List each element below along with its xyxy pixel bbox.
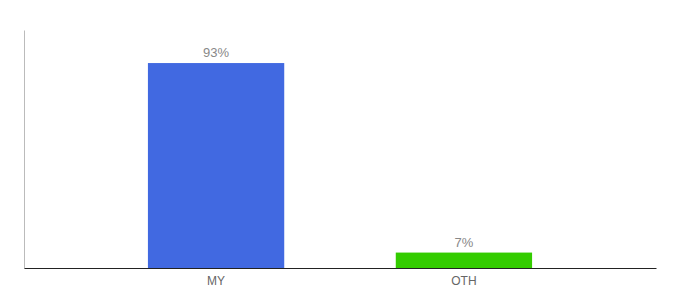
data-label: 7% bbox=[455, 235, 474, 250]
chart: MY OTH 93% 7% bbox=[0, 0, 680, 300]
bars bbox=[148, 63, 532, 268]
x-tick-label: MY bbox=[207, 274, 225, 288]
data-label: 93% bbox=[203, 45, 229, 60]
y-axis bbox=[24, 31, 25, 269]
plot: MY OTH 93% 7% bbox=[25, 31, 657, 288]
y-axis-line bbox=[24, 31, 25, 269]
x-axis-line bbox=[25, 268, 657, 269]
bar bbox=[148, 63, 284, 268]
x-tick-label: OTH bbox=[451, 274, 476, 288]
x-tick: MY bbox=[207, 274, 225, 288]
x-tick: OTH bbox=[451, 274, 476, 288]
data-labels: 93% 7% bbox=[203, 45, 474, 250]
x-axis: MY OTH bbox=[25, 269, 657, 288]
bar bbox=[396, 253, 532, 268]
